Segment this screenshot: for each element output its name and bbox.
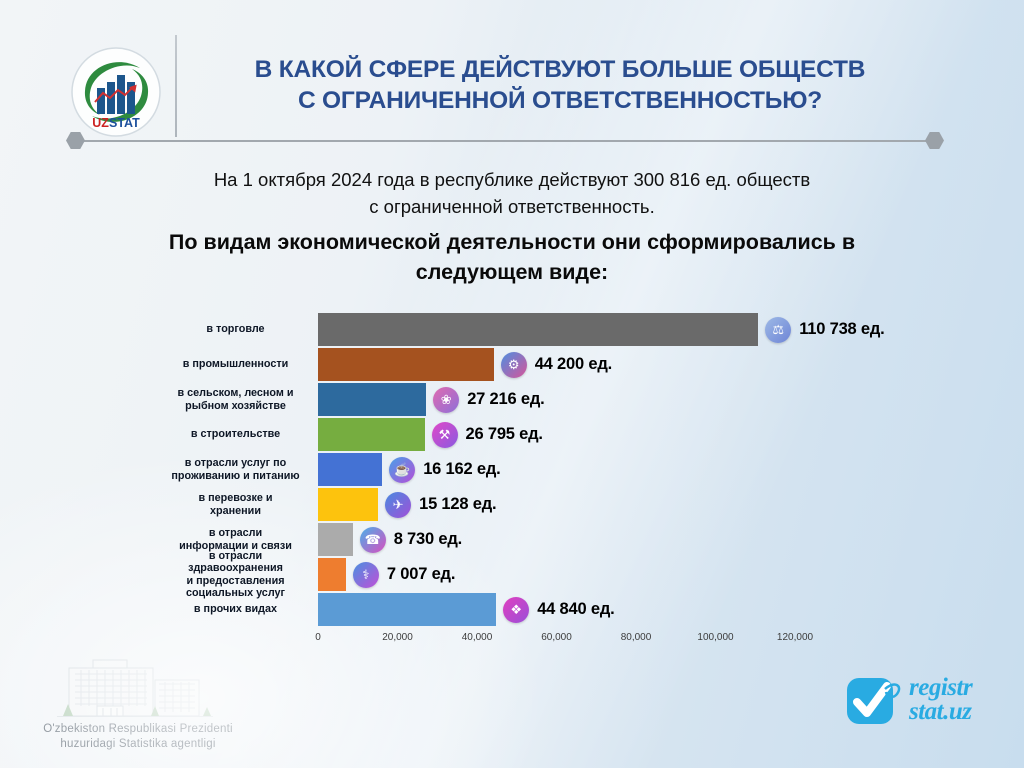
bar-group-construction: ⚒ 26 795 ед. (318, 418, 543, 451)
bar-industry (318, 348, 494, 381)
section-heading: По видам экономической деятельности они … (0, 227, 1024, 287)
chart-row-industry: в промышленности ⚙ 44 200 ед. (105, 347, 905, 382)
bar-trade (318, 313, 759, 346)
chart-row-construction: в строительстве ⚒ 26 795 ед. (105, 417, 905, 452)
transport-icon: ✈ (385, 491, 412, 518)
value-label-trade: 110 738 ед. (799, 320, 885, 338)
bar-accommodation-food (318, 453, 383, 486)
bar-agriculture (318, 383, 427, 416)
agency-name-line2: huzuridagi Statistika agentligi (60, 737, 216, 750)
agency-name: O'zbekiston Respublikasi Prezidenti huzu… (18, 722, 258, 751)
bar-group-information-communication: ☎ 8 730 ед. (318, 523, 462, 556)
chart-rows: в торговле ⚖ 110 738 ед. в промышленности ⚙ 4… (105, 312, 905, 627)
chart-row-information-communication: в отрасли информации и связи ☎ 8 730 ед. (105, 522, 905, 557)
logo-uz-text: UZ (92, 116, 109, 130)
x-axis: 0 20,000 40,000 60,000 80,000 100,000 120,000 (105, 632, 905, 648)
section-heading-line2: следующем виде: (415, 260, 609, 284)
chart-row-healthcare-social: в отрасли здравоохранения и предоставлен… (105, 550, 905, 599)
category-label-agriculture: в сельском, лесном и рыбном хозяйстве (177, 387, 294, 412)
bar-group-agriculture: ❀ 27 216 ед. (318, 383, 545, 416)
agriculture-icon: ❀ (433, 386, 460, 413)
section-heading-line1: По видам экономической деятельности они … (168, 230, 856, 254)
bar-healthcare-social (318, 558, 346, 591)
value-label-information-communication: 8 730 ед. (393, 530, 463, 548)
x-axis-tick: 40,000 (461, 632, 493, 643)
bar-group-accommodation-food: ☕ 16 162 ед. (318, 453, 501, 486)
food-service-icon: ☕ (389, 456, 416, 483)
category-label-industry: в промышленности (182, 358, 289, 371)
chart-row-accommodation-food: в отрасли услуг по проживанию и питанию ☕… (105, 452, 905, 487)
category-label-construction: в строительстве (190, 428, 281, 441)
page-title-line1: В КАКОЙ СФЕРЕ ДЕЙСТВУЮТ БОЛЬШЕ ОБЩЕСТВ (254, 56, 866, 83)
value-label-construction: 26 795 ед. (465, 425, 543, 443)
value-label-other: 44 840 ед. (537, 600, 615, 618)
bar-chart: в торговле ⚖ 110 738 ед. в промышленности ⚙ 4… (105, 312, 905, 648)
value-label-transport-storage: 15 128 ед. (419, 495, 497, 513)
bar-information-communication (318, 523, 353, 556)
page-title: В КАКОЙ СФЕРЕ ДЕЙСТВУЮТ БОЛЬШЕ ОБЩЕСТВ С… (192, 54, 928, 116)
category-label-information-communication: в отрасли информации и связи (179, 527, 292, 552)
intro-text: На 1 октября 2024 года в республике дейс… (0, 166, 1024, 220)
bar-group-industry: ⚙ 44 200 ед. (318, 348, 612, 381)
healthcare-icon: ⚕ (352, 561, 379, 588)
registr-statuz-logo: registr stat.uz (845, 672, 973, 728)
other-activities-icon: ❖ (503, 596, 530, 623)
x-axis-tick: 20,000 (382, 632, 413, 643)
value-label-industry: 44 200 ед. (534, 355, 612, 373)
chart-row-other: в прочих видах ❖ 44 840 ед. (105, 592, 905, 627)
chart-row-trade: в торговле ⚖ 110 738 ед. (105, 312, 905, 347)
trade-icon: ⚖ (765, 316, 792, 343)
registr-text: registr stat.uz (909, 674, 973, 725)
x-axis-tick: 0 (315, 632, 321, 643)
communication-icon: ☎ (359, 526, 386, 553)
logo-stat-text: STAT (109, 116, 140, 130)
divider-line (75, 140, 935, 142)
category-label-transport-storage: в перевозке и хранении (198, 492, 273, 517)
registr-text-line2: stat.uz (909, 698, 972, 725)
chart-row-transport-storage: в перевозке и хранении ✈ 15 128 ед. (105, 487, 905, 522)
bar-group-healthcare-social: ⚕ 7 007 ед. (318, 558, 455, 591)
category-label-accommodation-food: в отрасли услуг по проживанию и питанию (171, 457, 300, 482)
chart-row-agriculture: в сельском, лесном и рыбном хозяйстве ❀ 27… (105, 382, 905, 417)
checkmark-icon (847, 678, 901, 724)
bar-transport-storage (318, 488, 379, 521)
industry-icon: ⚙ (500, 351, 527, 378)
bar-construction (318, 418, 425, 451)
page-title-line2: С ОГРАНИЧЕННОЙ ОТВЕТСТВЕННОСТЬЮ? (297, 87, 823, 114)
value-label-healthcare-social: 7 007 ед. (386, 565, 456, 583)
bar-other (318, 593, 497, 626)
x-axis-tick: 80,000 (620, 632, 652, 643)
value-label-accommodation-food: 16 162 ед. (423, 460, 501, 478)
value-label-agriculture: 27 216 ед. (467, 390, 545, 408)
x-axis-tick: 100,000 (697, 632, 734, 643)
divider-endpoint-right (925, 132, 944, 149)
statistics-agency-building-icon (57, 659, 213, 717)
x-axis-tick: 60,000 (541, 632, 572, 643)
category-label-trade: в торговле (206, 323, 265, 336)
divider-endpoint-left (66, 132, 85, 149)
category-label-other: в прочих видах (193, 603, 278, 616)
agency-name-line1: O'zbekiston Respublikasi Prezidenti (43, 723, 233, 735)
x-axis-tick: 120,000 (776, 632, 814, 643)
svg-text:UZSTAT: UZSTAT (92, 116, 140, 130)
category-label-healthcare-social: в отрасли здравоохранения и предоставлен… (185, 550, 286, 599)
registr-text-line1: registr (909, 674, 973, 701)
intro-line1: На 1 октября 2024 года в республике дейс… (213, 169, 811, 190)
header-separator (175, 35, 177, 137)
bar-group-other: ❖ 44 840 ед. (318, 593, 615, 626)
intro-line2: с ограниченной ответственность. (369, 196, 655, 217)
bar-group-trade: ⚖ 110 738 ед. (318, 313, 885, 346)
uzstat-logo: UZSTAT (71, 47, 161, 137)
bar-group-transport-storage: ✈ 15 128 ед. (318, 488, 497, 521)
construction-icon: ⚒ (431, 421, 458, 448)
